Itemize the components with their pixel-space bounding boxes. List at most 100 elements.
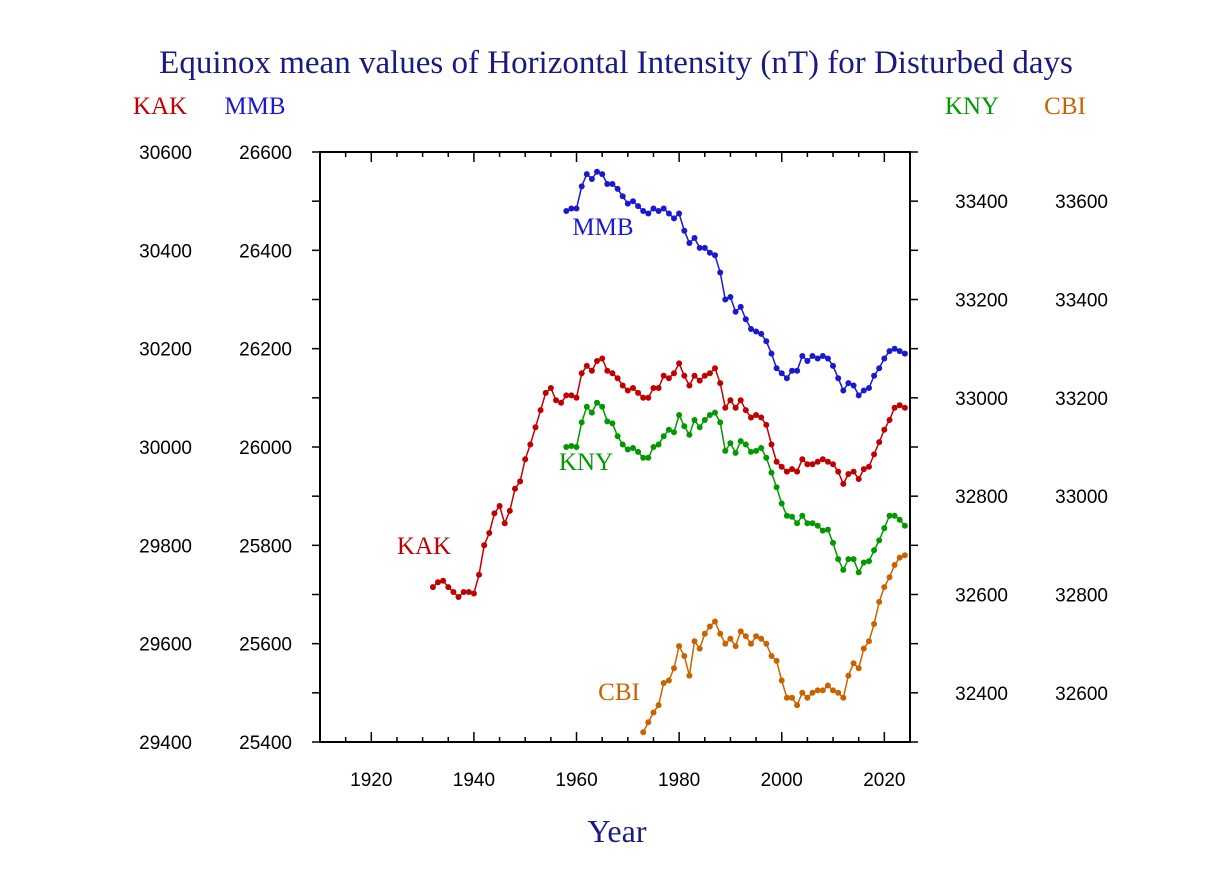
mmb-point bbox=[896, 348, 903, 355]
kny-series-label: KNY bbox=[559, 449, 613, 476]
x-tick-label: 1960 bbox=[555, 770, 597, 791]
kny-point bbox=[594, 399, 600, 406]
kak-tick-label: 29800 bbox=[139, 536, 192, 557]
mmb-point bbox=[732, 308, 739, 315]
cbi-point bbox=[763, 640, 770, 647]
kny-point bbox=[573, 444, 580, 450]
kny-point bbox=[881, 525, 888, 532]
cbi-tick-label: 33400 bbox=[1055, 291, 1108, 312]
mmb-point bbox=[763, 338, 770, 345]
mmb-point bbox=[845, 380, 852, 387]
kny-point bbox=[814, 522, 821, 529]
kny-point bbox=[830, 539, 836, 546]
cbi-point bbox=[748, 640, 754, 647]
kny-point bbox=[563, 444, 570, 450]
kny-point bbox=[891, 512, 898, 519]
kak-point bbox=[604, 367, 611, 374]
kak-point bbox=[722, 404, 729, 411]
mmb-point bbox=[614, 185, 621, 192]
kak-point bbox=[650, 385, 657, 391]
cbi-point bbox=[706, 623, 713, 630]
mmb-point bbox=[691, 235, 698, 241]
kny-point bbox=[794, 520, 801, 527]
cbi-point bbox=[655, 702, 662, 709]
kak-point bbox=[481, 542, 488, 549]
kny-point bbox=[804, 520, 811, 527]
mmb-point bbox=[650, 205, 657, 212]
kny-point bbox=[645, 454, 652, 461]
kny-point bbox=[860, 559, 867, 566]
kny-tick-label: 33400 bbox=[955, 192, 1008, 213]
kak-point bbox=[532, 424, 539, 431]
kak-point bbox=[830, 461, 836, 468]
cbi-point bbox=[712, 618, 718, 625]
kak-point bbox=[558, 399, 565, 406]
kak-point bbox=[588, 367, 595, 374]
kak-point bbox=[748, 414, 754, 421]
cbi-point bbox=[732, 643, 739, 650]
kny-point bbox=[871, 547, 878, 554]
mmb-point bbox=[640, 208, 647, 214]
mmb-point bbox=[773, 365, 780, 372]
kak-point bbox=[706, 370, 713, 377]
cbi-point bbox=[737, 628, 744, 635]
mmb-point bbox=[671, 215, 677, 222]
cbi-point bbox=[901, 552, 908, 559]
kny-point bbox=[578, 419, 585, 426]
kny-point bbox=[840, 566, 847, 573]
cbi-tick-label: 32800 bbox=[1055, 586, 1108, 607]
kny-point bbox=[799, 512, 806, 519]
mmb-point bbox=[630, 198, 636, 205]
kak-point bbox=[512, 485, 518, 492]
mmb-point bbox=[804, 358, 811, 364]
mmb-point bbox=[568, 205, 575, 212]
cbi-point bbox=[686, 672, 693, 679]
kak-point bbox=[860, 466, 867, 473]
kak-point bbox=[901, 404, 908, 411]
cbi-point bbox=[850, 660, 857, 667]
kak-point bbox=[850, 468, 857, 475]
kny-point bbox=[896, 516, 903, 523]
mmb-point bbox=[830, 362, 836, 369]
kak-point bbox=[496, 503, 503, 509]
cbi-point bbox=[783, 694, 790, 701]
kak-tick-label: 30200 bbox=[139, 340, 192, 361]
cbi-point bbox=[819, 687, 826, 694]
cbi-point bbox=[835, 689, 842, 696]
kak-point bbox=[645, 394, 652, 401]
mmb-tick-label: 25400 bbox=[239, 733, 292, 754]
mmb-line bbox=[565, 170, 906, 397]
x-tick-label: 1980 bbox=[658, 770, 700, 791]
mmb-point bbox=[660, 205, 667, 212]
kak-point bbox=[553, 397, 559, 404]
cbi-point bbox=[773, 657, 780, 664]
kny-point bbox=[686, 431, 693, 438]
kny-point bbox=[783, 512, 790, 519]
kak-point bbox=[506, 507, 513, 514]
kak-point bbox=[547, 385, 554, 391]
mmb-point bbox=[563, 208, 570, 214]
kak-point bbox=[896, 402, 903, 409]
kny-point bbox=[753, 447, 760, 454]
x-tick-label: 2000 bbox=[761, 770, 803, 791]
axis-tick-labels: 1920 1940 1960 1980 2000 2020 29400 29600 29800 3… bbox=[139, 143, 1108, 791]
mmb-point bbox=[794, 367, 801, 374]
cbi-point bbox=[758, 635, 765, 642]
cbi-point bbox=[830, 687, 836, 694]
x-tick-label: 1940 bbox=[453, 770, 495, 791]
mmb-tick-label: 26600 bbox=[239, 143, 292, 164]
cbi-point bbox=[681, 653, 688, 659]
kak-point bbox=[753, 412, 760, 418]
kak-point bbox=[886, 417, 893, 423]
kny-point bbox=[706, 412, 713, 418]
kny-point bbox=[835, 556, 842, 563]
kak-point bbox=[676, 360, 683, 367]
cbi-point bbox=[886, 574, 893, 581]
kak-point bbox=[501, 520, 508, 527]
mmb-point bbox=[701, 244, 708, 251]
kak-line bbox=[432, 357, 906, 599]
x-axis-title: Year bbox=[588, 813, 647, 849]
kny-point bbox=[609, 420, 616, 427]
kny-point bbox=[722, 447, 729, 454]
